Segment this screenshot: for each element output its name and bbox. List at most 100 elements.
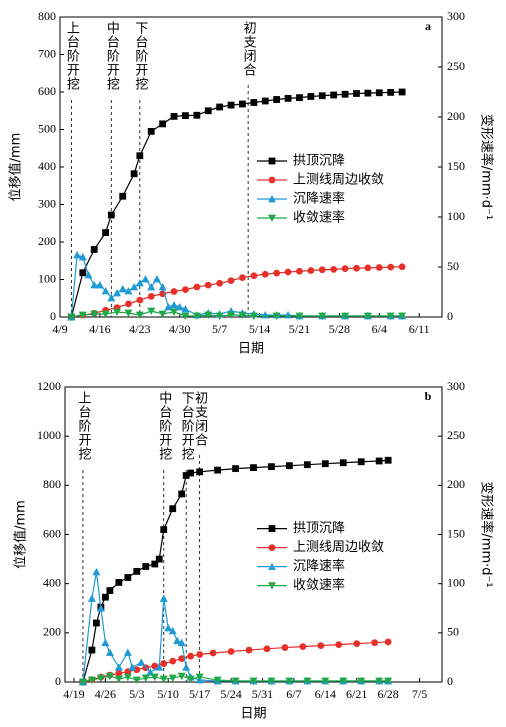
x-tick-label: 5/3	[129, 687, 144, 701]
panel-label: b	[425, 389, 432, 403]
legend-marker	[268, 525, 276, 532]
data-point	[182, 112, 189, 120]
data-point	[261, 270, 269, 278]
x-tick-label: 4/9	[52, 322, 67, 336]
annotation: 初支闭合	[241, 21, 256, 77]
data-point	[295, 312, 304, 320]
y2-tick-label: 150	[447, 159, 465, 173]
y-tick-label: 600	[43, 526, 61, 540]
x-tick-label: 4/30	[169, 322, 190, 336]
data-point	[136, 296, 144, 304]
data-point	[384, 638, 392, 646]
legend-label: 收敛速率	[293, 210, 345, 226]
y2-tick-label: 150	[447, 526, 465, 540]
data-point	[160, 660, 168, 667]
data-point	[78, 311, 87, 319]
data-point	[227, 277, 235, 285]
y-tick-label: 0	[55, 674, 61, 688]
data-point	[155, 663, 164, 671]
data-point	[113, 308, 122, 316]
data-point	[303, 677, 312, 686]
x-tick-label: 5/14	[249, 322, 270, 336]
data-point	[130, 170, 138, 178]
data-point	[147, 292, 155, 300]
data-point	[137, 658, 146, 666]
data-point	[209, 649, 217, 657]
legend-label: 收敛速率	[293, 577, 345, 593]
data-point	[88, 646, 96, 654]
data-point	[353, 264, 360, 272]
data-point	[213, 676, 222, 685]
data-point	[90, 281, 99, 289]
legend-marker	[268, 176, 276, 184]
data-point	[330, 91, 338, 99]
x-tick-label: 4/19	[63, 687, 84, 701]
data-point	[142, 563, 150, 570]
data-point	[90, 246, 98, 253]
data-point	[84, 271, 93, 279]
data-point	[178, 655, 186, 663]
data-point	[398, 312, 407, 320]
data-point	[178, 490, 186, 498]
data-point	[124, 287, 133, 295]
data-point	[114, 663, 123, 671]
data-point	[128, 663, 137, 671]
data-point	[147, 127, 155, 135]
x-tick-label: 4/23	[129, 322, 150, 336]
data-point	[245, 646, 253, 654]
data-point	[115, 579, 123, 586]
data-point	[96, 604, 105, 612]
x-tick-label: 5/7	[212, 322, 227, 336]
x-tick-label: 7/5	[412, 687, 427, 701]
y-tick-label: 400	[43, 575, 61, 589]
data-point	[164, 303, 173, 311]
data-point	[159, 675, 168, 684]
x-tick-label: 5/31	[252, 687, 273, 701]
data-point	[299, 643, 307, 650]
data-point	[204, 281, 212, 289]
data-point	[124, 309, 133, 317]
legend-label: 沉降速率	[293, 191, 345, 207]
data-point	[141, 275, 150, 283]
data-point	[101, 593, 109, 601]
y2-tick-label: 50	[447, 259, 459, 273]
data-point	[339, 677, 348, 686]
data-point	[93, 619, 100, 627]
data-point	[250, 99, 258, 106]
data-point	[155, 555, 163, 563]
data-point	[353, 90, 360, 97]
data-point	[272, 312, 281, 320]
y-tick-label: 600	[38, 84, 56, 98]
annotation: 上台阶开挖	[64, 21, 80, 91]
data-point	[118, 285, 127, 293]
y2-tick-label: 50	[447, 625, 459, 639]
y-axis-label: 位移值/mm	[8, 133, 24, 202]
data-point	[284, 94, 292, 102]
data-point	[187, 469, 195, 477]
data-point	[125, 300, 132, 308]
data-point	[196, 468, 204, 476]
data-point	[341, 312, 350, 320]
data-point	[114, 675, 123, 684]
data-point	[170, 308, 179, 316]
y-tick-label: 1000	[37, 428, 61, 442]
data-point	[132, 676, 141, 685]
data-point	[158, 310, 167, 318]
data-point	[170, 112, 178, 120]
x-tick-label: 5/10	[158, 687, 179, 701]
data-point	[364, 89, 372, 97]
data-point	[78, 253, 87, 261]
y-tick-label: 1200	[37, 379, 61, 393]
data-point	[164, 623, 173, 632]
data-point	[285, 677, 294, 686]
data-point	[303, 461, 311, 469]
data-point	[227, 311, 236, 319]
data-point	[107, 211, 115, 219]
data-point	[158, 283, 167, 291]
data-point	[321, 460, 329, 468]
data-point	[160, 526, 168, 533]
data-point	[115, 669, 123, 677]
data-point	[375, 264, 383, 271]
data-point	[169, 505, 177, 513]
data-point	[96, 674, 105, 683]
